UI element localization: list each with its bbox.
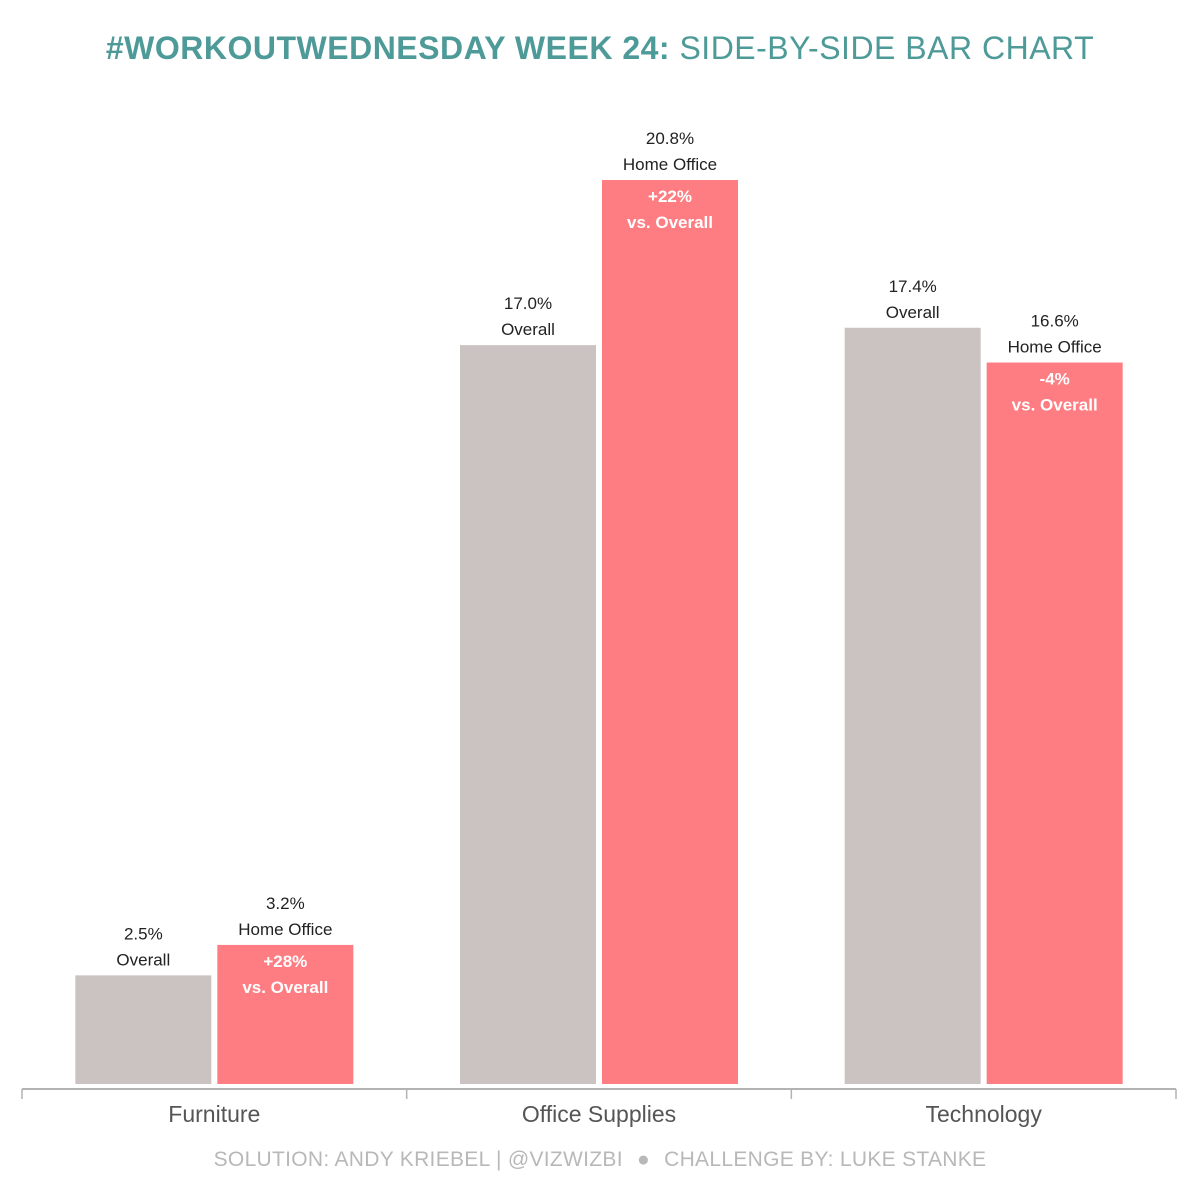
footer-challenge: CHALLENGE BY: LUKE STANKE (664, 1148, 987, 1171)
data-label-value: 17.0% (504, 294, 552, 313)
data-label-series: Home Office (238, 920, 332, 939)
chart-title-bold: #WORKOUTWEDNESDAY WEEK 24: (105, 30, 671, 66)
inner-label-change: -4% (1040, 370, 1070, 389)
bar-home-office (217, 944, 354, 1084)
data-label-series: Overall (501, 320, 555, 339)
chart-title: #WORKOUTWEDNESDAY WEEK 24: SIDE-BY-SIDE … (0, 30, 1200, 67)
inner-label-change: +22% (648, 187, 692, 206)
data-label-series: Overall (116, 950, 170, 969)
footer-credits: SOLUTION: ANDY KRIEBEL | @VIZWIZBI ● CHA… (0, 1148, 1200, 1172)
x-tick-label: Technology (925, 1101, 1042, 1127)
bar-home-office (986, 362, 1123, 1084)
x-tick-label: Furniture (168, 1101, 260, 1127)
data-label-value: 3.2% (266, 894, 305, 913)
inner-label-suffix: vs. Overall (627, 213, 713, 232)
bar-overall (460, 345, 596, 1085)
chart-title-light: SIDE-BY-SIDE BAR CHART (679, 30, 1095, 66)
bar-home-office (602, 180, 738, 1084)
bar-overall (75, 975, 212, 1084)
bar-overall (844, 327, 981, 1084)
data-label-value: 17.4% (889, 277, 937, 296)
footer-separator: ● (637, 1148, 650, 1171)
data-label-series: Home Office (623, 155, 717, 174)
inner-label-suffix: vs. Overall (1012, 396, 1098, 415)
side-by-side-bar-chart: Furniture 2.5% Overall 3.2% Home Office +28% v… (21, 129, 1177, 1127)
x-tick-label: Office Supplies (522, 1101, 676, 1127)
data-label-value: 20.8% (646, 129, 694, 148)
data-label-series: Home Office (1008, 338, 1102, 357)
data-label-value: 2.5% (124, 924, 163, 943)
data-label-series: Overall (886, 303, 940, 322)
data-label-value: 16.6% (1031, 312, 1079, 331)
inner-label-change: +28% (263, 952, 307, 971)
footer-solution: SOLUTION: ANDY KRIEBEL | @VIZWIZBI (213, 1148, 623, 1171)
inner-label-suffix: vs. Overall (242, 978, 328, 997)
